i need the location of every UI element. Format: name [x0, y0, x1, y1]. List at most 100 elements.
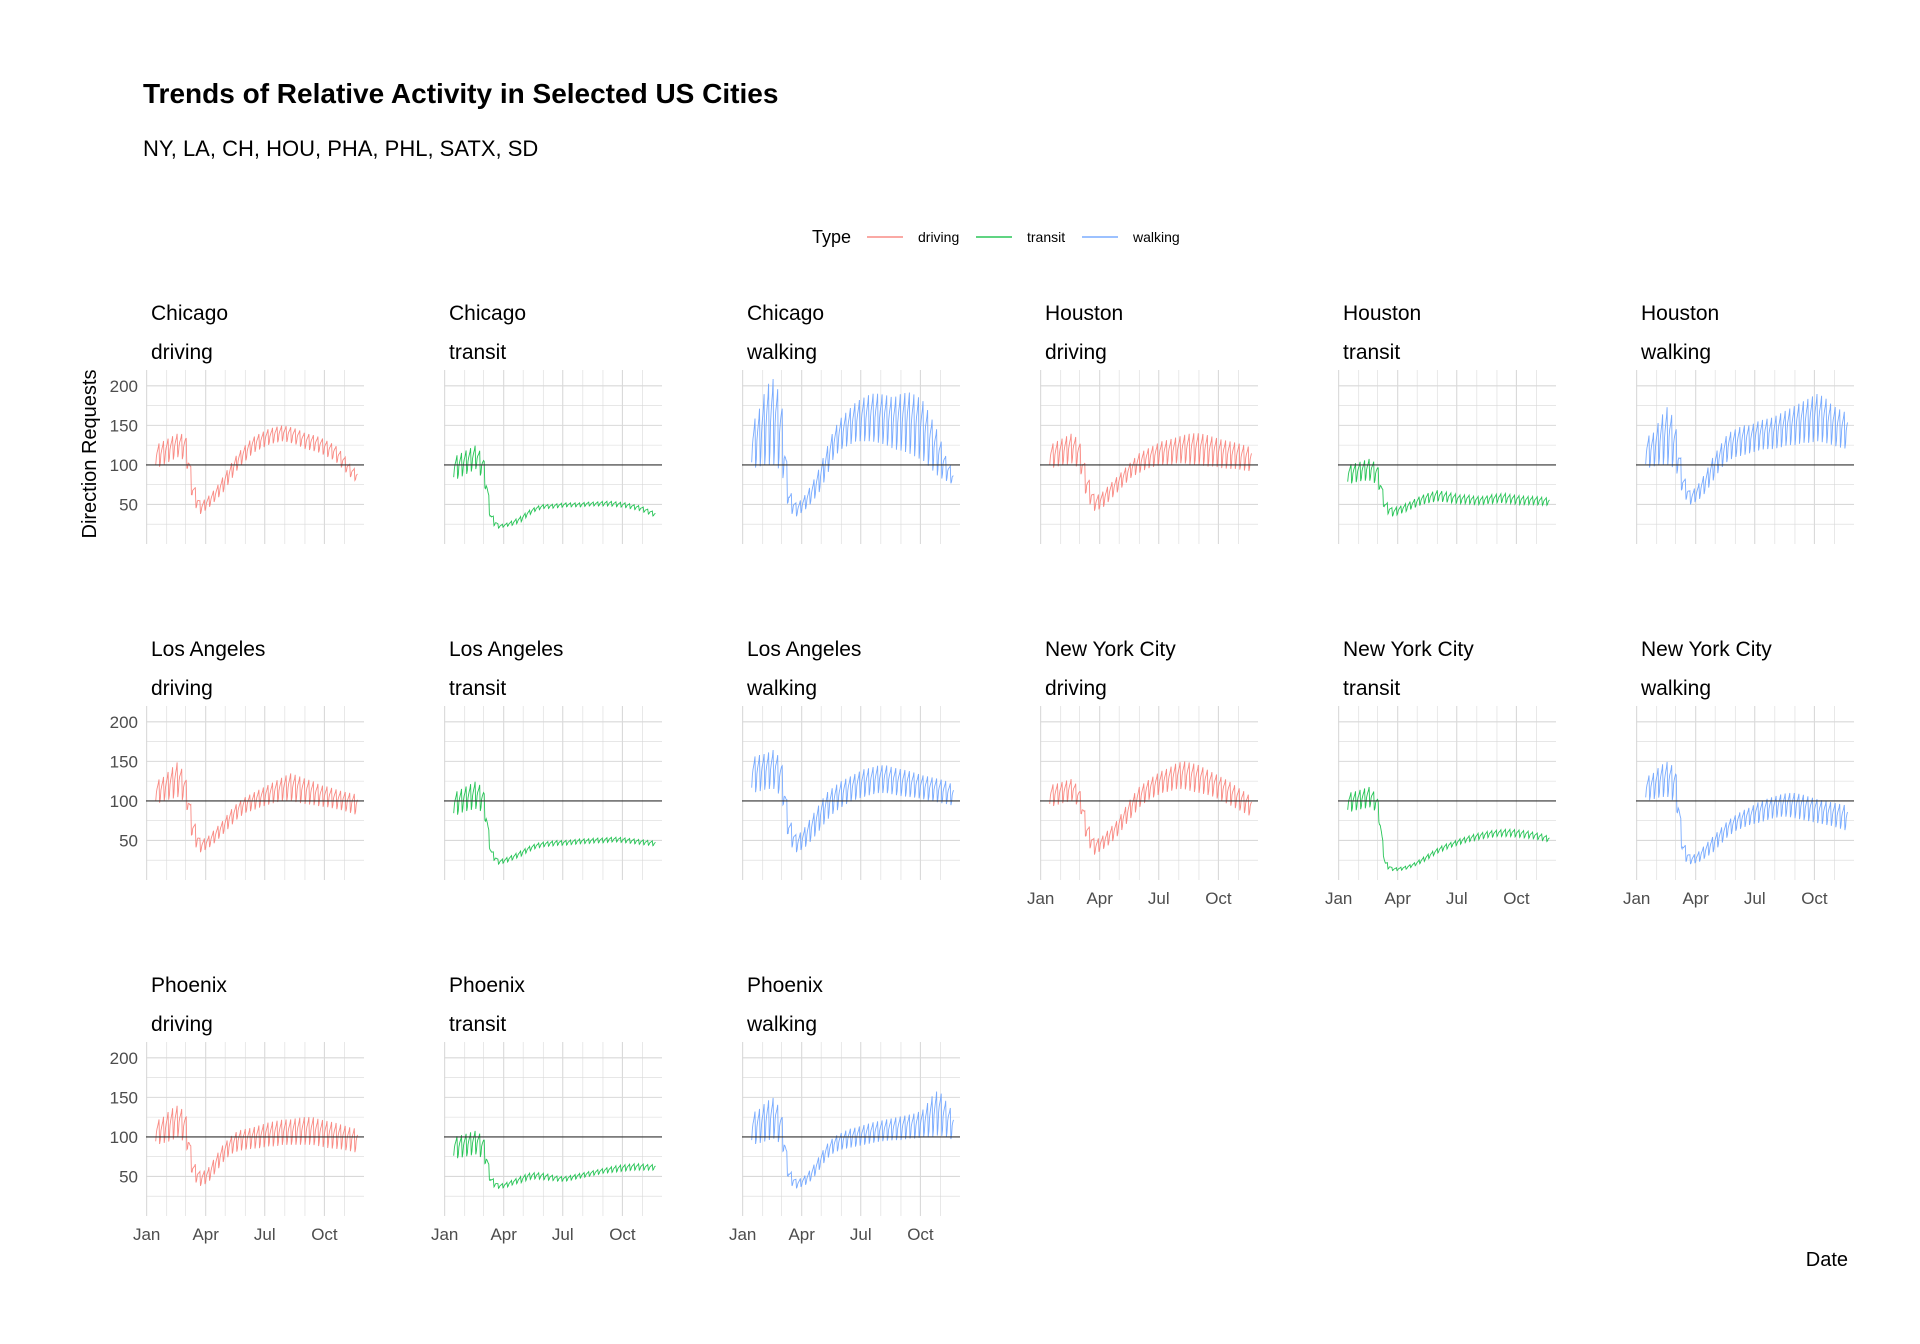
strip-type-label: transit	[449, 677, 506, 700]
x-tick-label: Apr	[1086, 889, 1113, 908]
grid	[444, 1042, 662, 1216]
y-tick-label: 150	[110, 416, 138, 435]
y-tick-label: 150	[110, 752, 138, 771]
series-line-walking	[1645, 393, 1848, 505]
strip-type-label: walking	[746, 677, 817, 700]
series-line-walking	[751, 749, 954, 853]
x-tick-label: Jul	[254, 1225, 276, 1244]
series-line-driving	[155, 425, 358, 515]
panel-phoenix-transit: Phoenix transit Jan Apr Jul Oct	[431, 974, 662, 1244]
strip-type-label: walking	[1640, 677, 1711, 700]
strip-type-label: walking	[746, 341, 817, 364]
strip-city-label: Los Angeles	[747, 638, 861, 661]
x-tick-label: Jul	[850, 1225, 872, 1244]
strip-city-label: Chicago	[747, 302, 824, 325]
grid	[742, 370, 960, 544]
strip-type-label: transit	[449, 341, 506, 364]
panel-chicago-transit: Chicago transit	[444, 302, 662, 544]
panel-los-angeles-driving: Los Angeles driving 50 100 150 200	[110, 638, 364, 880]
grid	[1636, 370, 1854, 544]
panel-chicago-driving: Chicago driving 50 100 150 200	[110, 302, 364, 544]
x-tick-label: Jan	[1027, 889, 1054, 908]
legend: Type driving transit walking	[812, 227, 1180, 247]
strip-type-label: driving	[1045, 341, 1107, 364]
y-tick-label: 200	[110, 1049, 138, 1068]
legend-label-driving: driving	[918, 229, 959, 245]
strip-city-label: Phoenix	[151, 974, 227, 997]
strip-type-label: transit	[1343, 677, 1400, 700]
x-tick-label: Jul	[552, 1225, 574, 1244]
grid	[146, 370, 364, 544]
x-tick-label: Jan	[431, 1225, 458, 1244]
legend-title: Type	[812, 227, 851, 247]
x-tick-label: Jan	[1623, 889, 1650, 908]
x-tick-label: Jul	[1744, 889, 1766, 908]
strip-city-label: Phoenix	[449, 974, 525, 997]
series-line-walking	[751, 1091, 954, 1189]
x-axis-title: Date	[1806, 1249, 1848, 1271]
x-tick-label: Apr	[192, 1225, 219, 1244]
strip-type-label: transit	[1343, 341, 1400, 364]
x-tick-label: Oct	[609, 1225, 636, 1244]
y-tick-label: 100	[110, 792, 138, 811]
series-line-transit	[1347, 458, 1550, 517]
x-tick-label: Jan	[729, 1225, 756, 1244]
series-line-transit	[453, 445, 656, 529]
strip-type-label: driving	[151, 341, 213, 364]
strip-city-label: Houston	[1045, 302, 1123, 325]
panel-new-york-city-driving: New York City driving Jan Apr Jul Oct	[1027, 638, 1258, 908]
y-axis-title: Direction Requests	[79, 370, 101, 539]
strip-city-label: New York City	[1343, 638, 1474, 661]
grid	[1040, 370, 1258, 544]
legend-label-transit: transit	[1027, 229, 1065, 245]
panel-chicago-walking: Chicago walking	[742, 302, 960, 544]
y-tick-label: 150	[110, 1088, 138, 1107]
strip-city-label: Houston	[1343, 302, 1421, 325]
x-tick-label: Jul	[1148, 889, 1170, 908]
x-tick-label: Oct	[907, 1225, 934, 1244]
panel-phoenix-walking: Phoenix walking Jan Apr Jul Oct	[729, 974, 960, 1244]
strip-city-label: New York City	[1045, 638, 1176, 661]
grid	[1338, 370, 1556, 544]
strip-type-label: transit	[449, 1013, 506, 1036]
x-tick-label: Oct	[311, 1225, 338, 1244]
strip-type-label: driving	[151, 1013, 213, 1036]
series-line-walking	[751, 378, 954, 517]
strip-type-label: walking	[1640, 341, 1711, 364]
panel-new-york-city-transit: New York City transit Jan Apr Jul Oct	[1325, 638, 1556, 908]
y-tick-label: 50	[119, 1167, 138, 1186]
strip-type-label: walking	[746, 1013, 817, 1036]
panel-houston-walking: Houston walking	[1636, 302, 1854, 544]
x-tick-label: Apr	[788, 1225, 815, 1244]
x-tick-label: Jul	[1446, 889, 1468, 908]
x-tick-label: Apr	[1682, 889, 1709, 908]
series-line-transit	[453, 781, 656, 866]
panel-new-york-city-walking: New York City walking Jan Apr Jul Oct	[1623, 638, 1854, 908]
grid	[1338, 706, 1556, 880]
strip-city-label: Los Angeles	[449, 638, 563, 661]
panel-houston-driving: Houston driving	[1040, 302, 1258, 544]
legend-label-walking: walking	[1132, 229, 1180, 245]
panel-los-angeles-transit: Los Angeles transit	[444, 638, 662, 880]
strip-city-label: Chicago	[151, 302, 228, 325]
strip-city-label: Phoenix	[747, 974, 823, 997]
y-tick-label: 200	[110, 377, 138, 396]
x-tick-label: Oct	[1205, 889, 1232, 908]
chart-subtitle: NY, LA, CH, HOU, PHA, PHL, SATX, SD	[143, 136, 538, 161]
y-tick-label: 100	[110, 1128, 138, 1147]
chart-title: Trends of Relative Activity in Selected …	[143, 78, 778, 109]
series-line-driving	[155, 1105, 358, 1187]
series-line-driving	[155, 762, 358, 853]
x-tick-label: Jan	[133, 1225, 160, 1244]
panel-los-angeles-walking: Los Angeles walking	[742, 638, 960, 880]
grid	[444, 706, 662, 880]
grid	[146, 706, 364, 880]
grid	[444, 370, 662, 544]
panel-phoenix-driving: Phoenix driving 50 100 150 200 Jan Apr Jul Oct	[110, 974, 364, 1244]
strip-city-label: Chicago	[449, 302, 526, 325]
y-tick-label: 200	[110, 713, 138, 732]
series-line-driving	[1049, 761, 1252, 855]
y-tick-label: 50	[119, 495, 138, 514]
